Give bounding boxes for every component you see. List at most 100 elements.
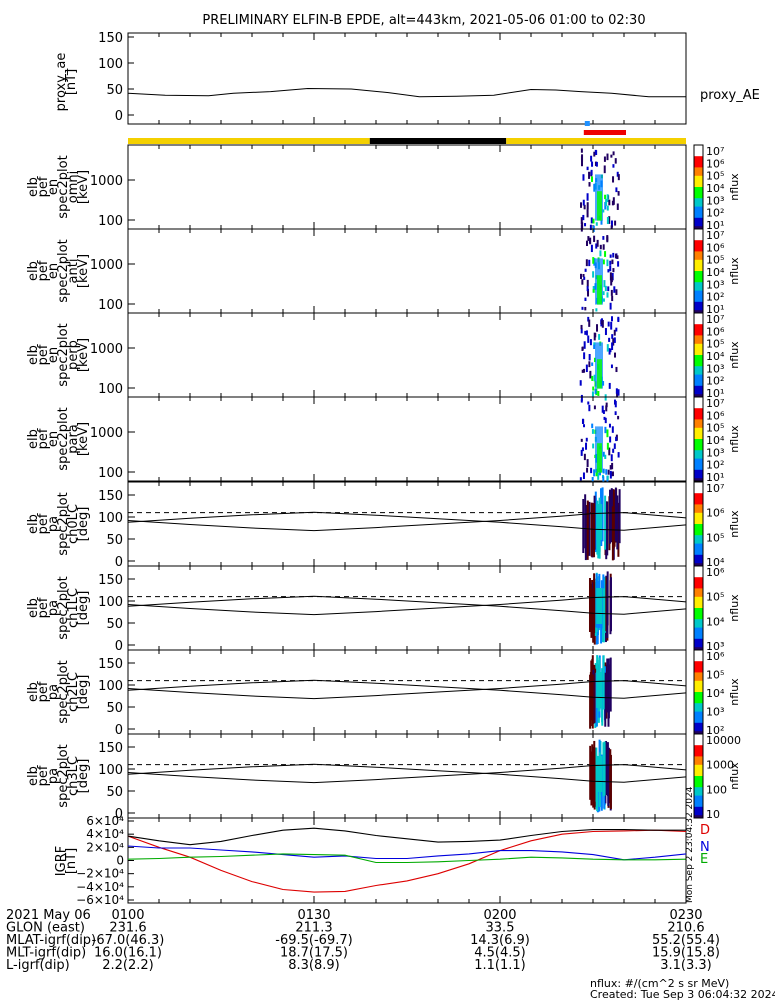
spectrogram-pixel bbox=[593, 344, 596, 350]
spectrogram-panel-anti: 1000100elbpefenspec2plotanti[keV]10⁷10⁶1… bbox=[26, 228, 741, 316]
colorbar-segment bbox=[694, 484, 703, 489]
spectrogram-pixel bbox=[591, 176, 594, 182]
colorbar-segment bbox=[694, 439, 703, 443]
spectrogram-pixel bbox=[612, 268, 615, 273]
y-tick-label: 0 bbox=[115, 723, 123, 738]
colorbar-segment bbox=[694, 801, 703, 805]
colorbar-segment bbox=[694, 764, 703, 769]
pitch-angle-pixel bbox=[607, 658, 610, 713]
spectrogram-pixel bbox=[583, 352, 586, 360]
y-tick-label: 1000 bbox=[90, 342, 123, 357]
colorbar-segment bbox=[694, 655, 703, 659]
spectrogram-pixel bbox=[592, 443, 595, 449]
colorbar-segment bbox=[694, 627, 703, 631]
spectrogram-pixel bbox=[606, 216, 609, 225]
spectrogram-pixel bbox=[581, 369, 584, 373]
spectrogram-pixel bbox=[592, 271, 595, 278]
colorbar-segment bbox=[694, 321, 703, 325]
spectrogram-pixel bbox=[584, 306, 587, 311]
spectrogram-pixel bbox=[614, 352, 617, 358]
colorbar-segment bbox=[694, 360, 703, 364]
y-tick-label: 50 bbox=[106, 83, 123, 98]
colorbar-segment bbox=[694, 355, 703, 359]
y-tick-label: 100 bbox=[98, 679, 123, 694]
spectrogram-pixel bbox=[601, 405, 604, 413]
spectrogram-pixel bbox=[593, 357, 596, 363]
spectrogram-pixel bbox=[590, 244, 593, 253]
colorbar-segment bbox=[694, 809, 703, 813]
spectrogram-pixel bbox=[580, 399, 583, 403]
pitch-angle-pixel bbox=[618, 489, 621, 544]
y-axis-label: elb bbox=[26, 429, 41, 449]
y-tick-label: 50 bbox=[106, 617, 123, 632]
y-axis-label: para bbox=[66, 424, 81, 454]
colorbar-segment bbox=[694, 790, 703, 794]
colorbar-segment bbox=[694, 776, 703, 780]
spectrogram-pixel bbox=[581, 306, 584, 310]
colorbar-tick-label: 10³ bbox=[706, 362, 724, 375]
y-axis-label: ch0LC bbox=[66, 504, 81, 544]
colorbar-segment bbox=[694, 251, 703, 255]
y-axis-label: en bbox=[46, 179, 61, 195]
colorbar-segment bbox=[694, 310, 703, 314]
y-tick-label: 0 bbox=[115, 555, 123, 570]
spectrogram-pixel bbox=[613, 286, 616, 293]
spectrogram-pixel bbox=[585, 437, 588, 442]
y-axis-label: pef bbox=[36, 597, 51, 618]
spectrogram-pixel bbox=[590, 467, 593, 474]
colorbar-segment bbox=[694, 605, 703, 609]
y-tick-label: 4×10⁴ bbox=[86, 827, 124, 841]
spectrogram-pixel bbox=[588, 361, 591, 368]
spectrogram-pixel bbox=[615, 366, 618, 373]
colorbar-segment bbox=[694, 630, 703, 634]
spectrogram-pixel bbox=[615, 289, 618, 296]
spectrogram-panel-para: 1000100elbpefenspec2plotpara[keV]10⁷10⁶1… bbox=[26, 396, 741, 484]
spectrogram-pixel bbox=[588, 354, 591, 361]
y-axis-label: [keV] bbox=[76, 422, 91, 456]
spectrogram-pixel bbox=[611, 200, 614, 206]
colorbar-segment bbox=[694, 369, 703, 373]
y-axis-label: spec2plot bbox=[56, 239, 71, 302]
colorbar-segment bbox=[694, 622, 703, 626]
y-axis-label: en bbox=[46, 347, 61, 363]
y-tick-label: 100 bbox=[98, 466, 123, 481]
spectrogram-pixel bbox=[587, 236, 590, 241]
spectrogram-pixel bbox=[617, 389, 620, 396]
spectrogram-pixel bbox=[606, 442, 609, 450]
y-axis-label: elb bbox=[26, 766, 41, 786]
colorbar-segment bbox=[694, 490, 703, 494]
pitch-angle-pixel bbox=[606, 501, 609, 556]
colorbar-segment bbox=[694, 299, 703, 303]
colorbar-segment bbox=[694, 212, 703, 216]
spectrogram-pixel bbox=[604, 285, 607, 292]
spectrogram-pixel bbox=[617, 174, 620, 181]
colorbar-segment bbox=[694, 616, 703, 620]
y-axis-label: pef bbox=[36, 513, 51, 534]
spectrogram-pixel bbox=[611, 426, 614, 433]
colorbar-tick-label: 10³ bbox=[706, 640, 724, 653]
spectrogram-pixel bbox=[583, 341, 586, 349]
colorbar-label: nflux bbox=[728, 594, 741, 622]
energy-spectrogram-panels: 1000100elbpefenspec2plotomni[keV]10⁷10⁶1… bbox=[26, 144, 741, 484]
spectrogram-pixel bbox=[602, 476, 605, 483]
spectrogram-pixel bbox=[591, 161, 594, 167]
y-axis-label: pa bbox=[46, 516, 61, 532]
spectrogram-pixel bbox=[613, 443, 616, 449]
colorbar-segment bbox=[694, 482, 703, 486]
spectrogram-pixel bbox=[580, 328, 583, 334]
colorbar-tick-label: 10000 bbox=[706, 734, 741, 747]
orbit-status-bar bbox=[128, 121, 686, 144]
spectrogram-pixel bbox=[589, 339, 592, 346]
axis-row-value: 18.7(17.5) bbox=[280, 946, 348, 961]
axis-row-value: 4.5(4.5) bbox=[474, 946, 526, 961]
spectrogram-pixel bbox=[586, 279, 589, 287]
spectrogram-pixel bbox=[605, 198, 608, 206]
spectrogram-pixel bbox=[590, 155, 593, 162]
pitch-angle-pixel bbox=[588, 578, 591, 633]
spectrogram-pixel bbox=[592, 386, 595, 391]
spectrogram-pixel bbox=[580, 202, 583, 208]
colorbar-tick-label: 10 bbox=[706, 808, 720, 821]
